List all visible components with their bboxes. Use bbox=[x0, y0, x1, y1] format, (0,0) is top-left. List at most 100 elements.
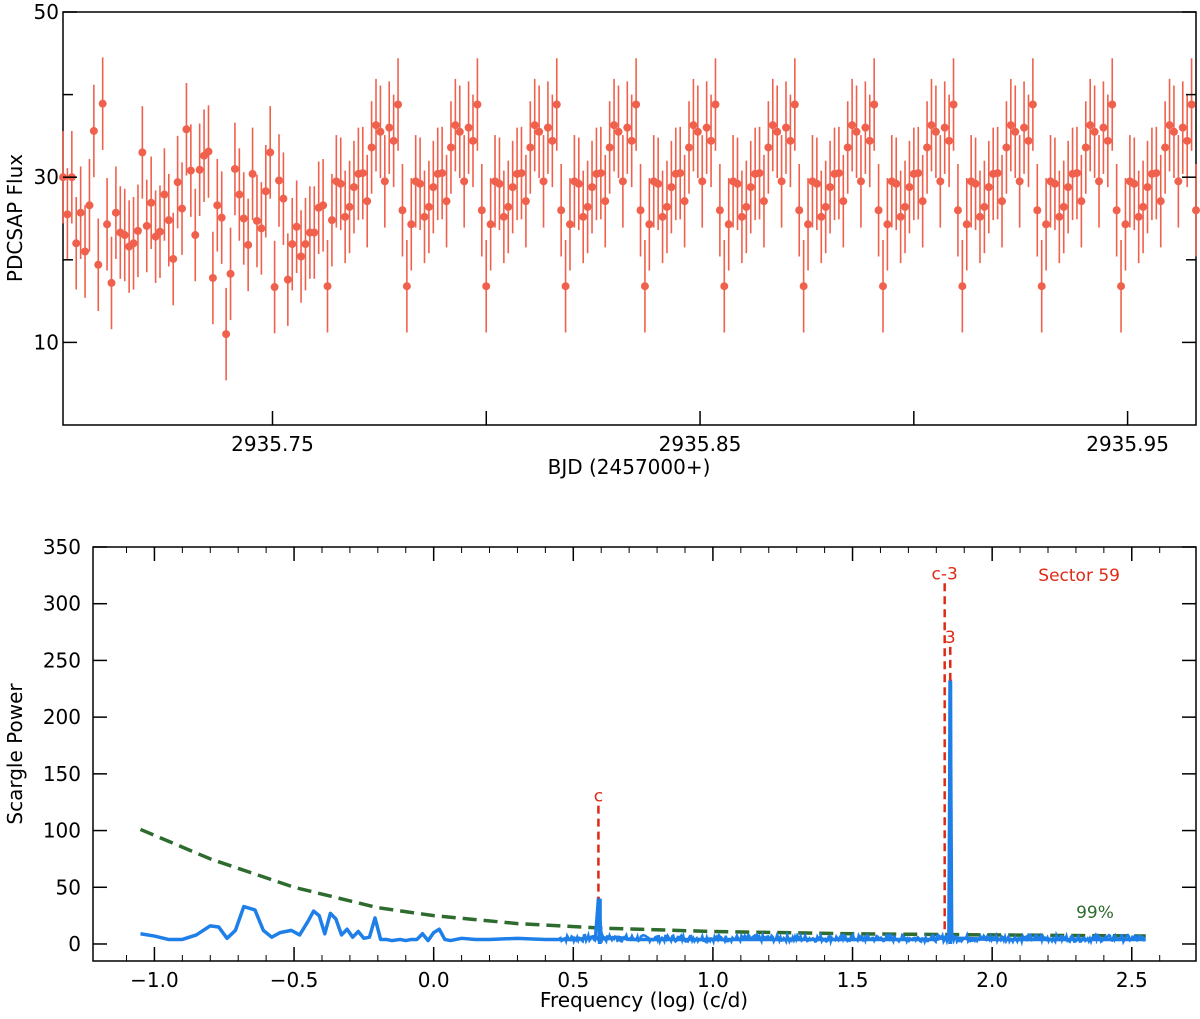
data-point bbox=[1002, 143, 1011, 152]
data-point bbox=[1139, 202, 1148, 211]
data-point bbox=[539, 177, 548, 186]
data-point bbox=[451, 121, 460, 130]
power-line bbox=[140, 679, 1146, 943]
data-point bbox=[111, 208, 120, 217]
data-point bbox=[1015, 177, 1024, 186]
data-point bbox=[931, 127, 940, 136]
data-point bbox=[1134, 212, 1143, 221]
data-point bbox=[186, 166, 195, 175]
data-point bbox=[226, 269, 235, 278]
data-point bbox=[707, 136, 716, 145]
data-point bbox=[654, 179, 663, 188]
data-point bbox=[870, 100, 879, 109]
periodogram-plot-frame bbox=[92, 546, 1197, 962]
data-point bbox=[173, 178, 182, 187]
data-point bbox=[1187, 100, 1196, 109]
data-point bbox=[980, 202, 989, 211]
data-point bbox=[178, 204, 187, 213]
data-point bbox=[1178, 123, 1187, 132]
data-point bbox=[239, 214, 248, 223]
data-point bbox=[971, 179, 980, 188]
data-point bbox=[204, 147, 213, 156]
data-point bbox=[1117, 282, 1126, 291]
data-point bbox=[746, 183, 755, 192]
data-point bbox=[266, 148, 275, 157]
data-point bbox=[438, 169, 447, 178]
data-point bbox=[724, 220, 733, 229]
data-point bbox=[261, 187, 270, 196]
data-point bbox=[1095, 177, 1104, 186]
data-point bbox=[297, 252, 306, 261]
data-point bbox=[565, 220, 574, 229]
data-point bbox=[446, 143, 455, 152]
data-point bbox=[953, 206, 962, 215]
data-point bbox=[685, 143, 694, 152]
data-point bbox=[711, 100, 720, 109]
data-point bbox=[107, 278, 116, 287]
data-point bbox=[336, 179, 345, 188]
data-point bbox=[579, 212, 588, 221]
data-point bbox=[1064, 183, 1073, 192]
data-point bbox=[861, 123, 870, 132]
data-point bbox=[958, 282, 967, 291]
data-point bbox=[680, 197, 689, 206]
data-point bbox=[252, 216, 261, 225]
data-point bbox=[164, 216, 173, 225]
data-point bbox=[1006, 121, 1015, 130]
data-point bbox=[905, 183, 914, 192]
data-point bbox=[1086, 121, 1095, 130]
data-point bbox=[596, 169, 605, 178]
x-tick-label: 0.0 bbox=[418, 968, 450, 992]
harmonic-marker-label: 3 bbox=[945, 628, 956, 648]
data-point bbox=[327, 216, 336, 225]
harmonic-marker-label: c-3 bbox=[932, 564, 958, 584]
data-point bbox=[301, 240, 310, 249]
data-point bbox=[442, 197, 451, 206]
data-point bbox=[923, 143, 932, 152]
data-point bbox=[782, 123, 791, 132]
data-point bbox=[160, 190, 169, 199]
y-tick-label: 350 bbox=[43, 535, 81, 559]
lightcurve-ylabel: PDCSAP Flux bbox=[3, 154, 27, 282]
data-point bbox=[1169, 127, 1178, 136]
data-point bbox=[548, 136, 557, 145]
data-point bbox=[155, 227, 164, 236]
data-point bbox=[283, 275, 292, 284]
data-point bbox=[288, 240, 297, 249]
data-point bbox=[543, 123, 552, 132]
data-point bbox=[460, 177, 469, 186]
data-point bbox=[852, 127, 861, 136]
data-point bbox=[1174, 177, 1183, 186]
data-point bbox=[217, 213, 226, 222]
data-point bbox=[645, 220, 654, 229]
lightcurve-panel: 2935.75 2935.85 2935.95 10 30 50 BJD (2457000… bbox=[3, 0, 1200, 479]
data-point bbox=[790, 100, 799, 109]
data-point bbox=[936, 177, 945, 186]
data-point bbox=[208, 273, 217, 282]
data-point bbox=[715, 206, 724, 215]
data-point bbox=[76, 208, 85, 217]
x-tick-label: 2.0 bbox=[976, 968, 1008, 992]
data-point bbox=[345, 202, 354, 211]
data-point bbox=[455, 127, 464, 136]
data-point bbox=[601, 197, 610, 206]
sector-annotation: Sector 59 bbox=[1038, 566, 1120, 586]
data-point bbox=[120, 231, 129, 240]
x-tick-label: 2935.75 bbox=[231, 432, 314, 456]
data-point bbox=[786, 136, 795, 145]
lightcurve-xlabel: BJD (2457000+) bbox=[548, 455, 711, 479]
data-point bbox=[147, 198, 156, 207]
y-tick-label: 10 bbox=[34, 330, 59, 354]
data-point bbox=[230, 164, 239, 173]
data-point bbox=[583, 202, 592, 211]
data-point bbox=[799, 282, 808, 291]
data-point bbox=[839, 197, 848, 206]
data-point bbox=[588, 183, 597, 192]
data-point bbox=[618, 177, 627, 186]
data-point bbox=[561, 282, 570, 291]
data-point bbox=[1099, 123, 1108, 132]
data-point bbox=[817, 212, 826, 221]
data-point bbox=[213, 201, 222, 210]
data-point bbox=[398, 206, 407, 215]
data-point bbox=[737, 212, 746, 221]
